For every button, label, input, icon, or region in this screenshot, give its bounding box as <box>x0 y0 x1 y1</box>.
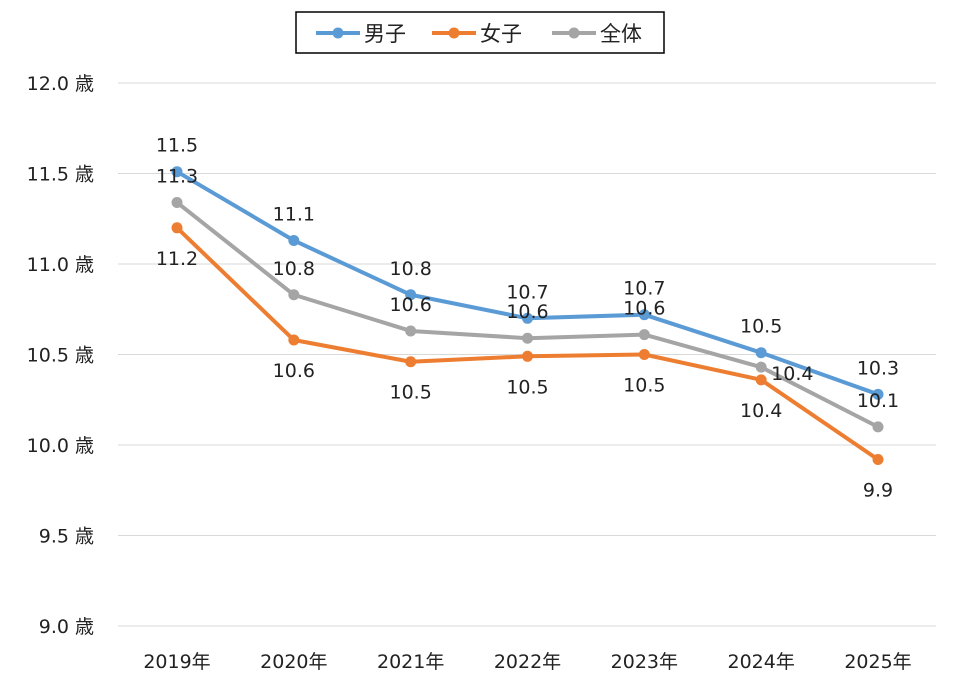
data-label: 10.6 <box>623 298 665 320</box>
data-label: 9.9 <box>863 479 893 501</box>
data-label: 10.8 <box>390 258 432 280</box>
data-point <box>405 356 417 368</box>
data-label: 11.1 <box>273 203 315 225</box>
legend-marker <box>332 27 344 39</box>
data-label: 10.7 <box>623 278 665 300</box>
y-tick-label: 12.0 歳 <box>27 73 94 95</box>
data-label: 10.7 <box>506 281 548 303</box>
x-tick-label: 2024年 <box>727 651 794 673</box>
data-point <box>755 347 767 359</box>
data-point <box>872 421 884 433</box>
data-point <box>522 312 533 324</box>
legend-label: 男子 <box>364 22 406 46</box>
data-point <box>522 332 533 344</box>
data-point <box>872 388 884 400</box>
y-tick-label: 9.5 歳 <box>39 526 94 548</box>
y-axis: 9.0 歳 9.5 歳 10.0 歳 10.5 歳 11.0 歳 11.5 歳 12.0 歳 <box>27 73 94 638</box>
x-tick-label: 2022年 <box>494 651 561 673</box>
legend-marker <box>568 27 580 39</box>
legend-marker <box>448 27 460 39</box>
data-label: 10.6 <box>273 360 315 382</box>
x-tick-label: 2025年 <box>844 651 911 673</box>
data-label: 10.6 <box>506 301 548 323</box>
x-tick-label: 2019年 <box>143 651 210 673</box>
data-point <box>872 453 884 465</box>
data-label: 10.3 <box>857 357 899 379</box>
data-labels: 11.5 11.1 10.8 10.7 10.7 10.5 10.3 11.2 10.6 10.5… <box>156 135 899 502</box>
data-label: 11.5 <box>156 135 198 157</box>
y-tick-label: 11.5 歳 <box>27 164 94 186</box>
x-tick-label: 2021年 <box>377 651 444 673</box>
data-label: 10.5 <box>506 376 548 398</box>
data-label: 11.2 <box>156 248 198 270</box>
x-tick-label: 2023年 <box>611 651 678 673</box>
y-tick-label: 10.0 歳 <box>27 435 94 457</box>
data-label: 10.5 <box>390 382 432 404</box>
data-label: 10.4 <box>740 400 782 422</box>
data-point <box>288 289 300 301</box>
data-label: 10.1 <box>857 390 899 412</box>
data-point <box>171 196 183 208</box>
data-point <box>755 374 767 386</box>
y-tick-label: 9.0 歳 <box>39 616 94 638</box>
data-point <box>755 361 767 373</box>
data-label: 10.6 <box>390 294 432 316</box>
data-point <box>171 166 183 178</box>
data-label: 10.5 <box>623 375 665 397</box>
data-point <box>405 325 417 337</box>
data-label: 10.5 <box>740 316 782 338</box>
data-point <box>288 234 300 246</box>
y-tick-label: 11.0 歳 <box>27 254 94 276</box>
data-point <box>638 309 650 321</box>
data-point <box>288 334 300 346</box>
data-point <box>638 329 650 341</box>
data-point <box>638 349 650 360</box>
data-label: 10.4 <box>771 363 813 385</box>
data-label: 11.3 <box>156 165 198 187</box>
legend-label: 全体 <box>600 22 642 46</box>
x-axis: 2019年 2020年 2021年 2022年 2023年 2024年 2025年 <box>143 651 911 673</box>
legend-label: 女子 <box>480 22 522 46</box>
x-tick-label: 2020年 <box>260 651 327 673</box>
data-point <box>171 222 183 234</box>
data-point <box>405 289 417 301</box>
data-label: 10.8 <box>273 258 315 280</box>
data-point <box>522 350 533 362</box>
y-tick-label: 10.5 歳 <box>27 345 94 367</box>
series-lines <box>171 166 884 465</box>
legend: 男子 女子 全体 <box>295 11 665 54</box>
